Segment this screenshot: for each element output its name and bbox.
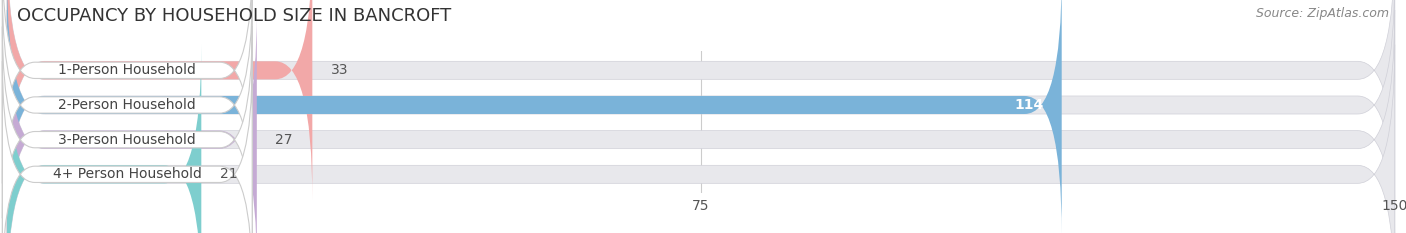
Text: 33: 33 — [330, 63, 349, 77]
FancyBboxPatch shape — [3, 0, 252, 184]
Text: 1-Person Household: 1-Person Household — [59, 63, 197, 77]
Text: Source: ZipAtlas.com: Source: ZipAtlas.com — [1256, 7, 1389, 20]
Text: 21: 21 — [219, 167, 238, 181]
FancyBboxPatch shape — [7, 45, 1395, 233]
Text: 3-Person Household: 3-Person Household — [59, 133, 197, 147]
Text: 4+ Person Household: 4+ Person Household — [53, 167, 201, 181]
Text: 114: 114 — [1014, 98, 1043, 112]
FancyBboxPatch shape — [7, 0, 1395, 200]
FancyBboxPatch shape — [3, 0, 252, 218]
FancyBboxPatch shape — [7, 45, 201, 233]
FancyBboxPatch shape — [7, 0, 1395, 233]
FancyBboxPatch shape — [3, 61, 252, 233]
Text: 2-Person Household: 2-Person Household — [59, 98, 197, 112]
Text: OCCUPANCY BY HOUSEHOLD SIZE IN BANCROFT: OCCUPANCY BY HOUSEHOLD SIZE IN BANCROFT — [17, 7, 451, 25]
FancyBboxPatch shape — [7, 0, 312, 200]
FancyBboxPatch shape — [7, 0, 1062, 233]
Text: 27: 27 — [276, 133, 292, 147]
FancyBboxPatch shape — [7, 10, 257, 233]
FancyBboxPatch shape — [3, 27, 252, 233]
FancyBboxPatch shape — [7, 10, 1395, 233]
